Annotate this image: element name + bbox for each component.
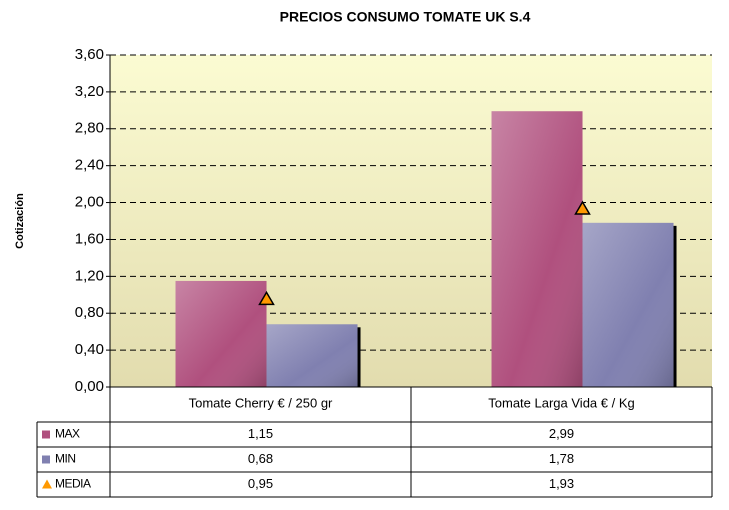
marker bbox=[258, 290, 275, 306]
y-tick-label: 1,60 bbox=[75, 230, 104, 247]
y-axis-label: Cotización bbox=[14, 193, 26, 249]
table-value: 0,95 bbox=[248, 476, 273, 491]
bar-shadow bbox=[673, 225, 677, 387]
legend-swatch bbox=[42, 479, 52, 489]
bar-shadow bbox=[357, 327, 361, 387]
legend-label: MAX bbox=[55, 427, 80, 441]
legend-swatch bbox=[42, 430, 50, 439]
bar-shine bbox=[491, 111, 583, 387]
bar-shine bbox=[175, 280, 267, 387]
y-tick-label: 2,40 bbox=[75, 157, 104, 174]
table-value: 1,15 bbox=[248, 426, 273, 441]
bar-shine bbox=[582, 222, 674, 387]
marker bbox=[574, 200, 591, 215]
legend-label: MEDIA bbox=[55, 477, 91, 491]
x-tick-label: Tomate Cherry € / 250 gr bbox=[189, 395, 333, 410]
y-tick-label: 3,20 bbox=[75, 83, 104, 100]
table-value: 2,99 bbox=[549, 426, 574, 441]
table-value: 0,68 bbox=[248, 451, 273, 466]
y-tick-label: 2,00 bbox=[75, 194, 104, 211]
x-tick-label: Tomate Larga Vida € / Kg bbox=[488, 395, 634, 410]
table-value: 1,93 bbox=[549, 476, 574, 491]
bar-shine bbox=[266, 324, 358, 387]
y-tick-label: 1,20 bbox=[75, 267, 104, 284]
y-tick-label: 0,40 bbox=[75, 341, 104, 358]
legend-swatch bbox=[42, 455, 50, 464]
y-tick-label: 0,00 bbox=[75, 378, 104, 395]
legend-label: MIN bbox=[55, 452, 76, 466]
y-tick-label: 2,80 bbox=[75, 120, 104, 137]
chart-title: PRECIOS CONSUMO TOMATE UK S.4 bbox=[280, 9, 531, 25]
y-tick-label: 0,80 bbox=[75, 304, 104, 321]
y-tick-label: 3,60 bbox=[75, 46, 104, 63]
table-value: 1,78 bbox=[549, 451, 574, 466]
